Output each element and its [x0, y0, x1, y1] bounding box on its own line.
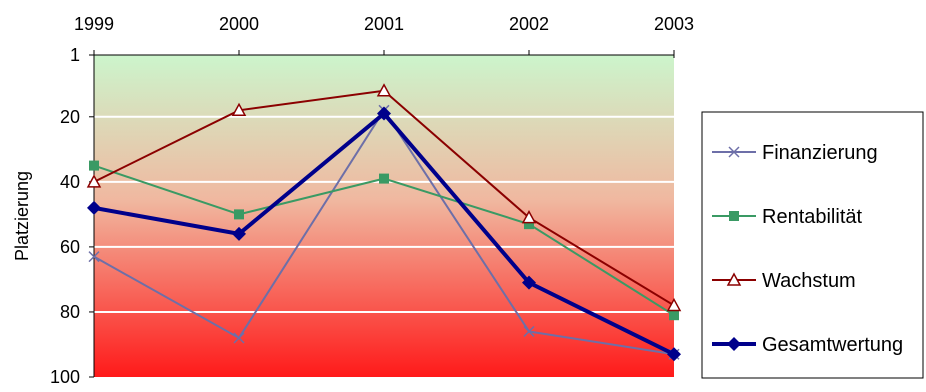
x-tick-labels: 1999 2000 2001 2002 2003 [74, 14, 694, 34]
data-point-rentabilit-t [669, 310, 679, 321]
legend-marker [726, 272, 742, 286]
data-point-gesamtwertung [522, 275, 536, 290]
data-point-gesamtwertung [232, 226, 246, 241]
series-rentabilit-t [89, 160, 679, 321]
data-point-wachstum [666, 297, 682, 312]
y-tick-label: 1 [70, 45, 80, 65]
series-layer [86, 83, 682, 362]
legend-item-finanzierung: Finanzierung [712, 142, 878, 164]
data-point-finanzierung [88, 251, 100, 263]
y-tick-label: 40 [60, 172, 80, 192]
legend-label: Rentabilität [762, 206, 863, 228]
x-tick-label: 2000 [219, 14, 259, 34]
axes [89, 50, 675, 378]
data-point-rentabilit-t [89, 160, 99, 171]
x-tick-label: 1999 [74, 14, 114, 34]
series-wachstum [86, 83, 682, 312]
legend-label: Wachstum [762, 270, 856, 292]
data-point-gesamtwertung [377, 106, 391, 121]
plot-area [94, 55, 674, 377]
data-point-wachstum [376, 83, 392, 97]
data-point-rentabilit-t [379, 173, 389, 184]
legend-item-rentabilit-t: Rentabilität [712, 206, 863, 228]
y-tick-labels: 1 20 40 60 80 100 [50, 45, 80, 387]
y-axis-title: Platzierung [12, 171, 32, 261]
legend: Finanzierung Rentabilität Wachstum Gesamtwe… [701, 111, 924, 379]
legend-marker [728, 146, 740, 158]
x-tick-label: 2003 [654, 14, 694, 34]
legend-item-gesamtwertung: Gesamtwertung [712, 334, 903, 356]
data-point-wachstum [231, 102, 247, 117]
data-point-rentabilit-t [524, 219, 534, 230]
x-tick-label: 2001 [364, 14, 404, 34]
data-point-finanzierung [233, 332, 245, 344]
data-point-gesamtwertung [667, 347, 681, 362]
legend-label: Finanzierung [762, 142, 878, 164]
series-gesamtwertung [87, 106, 681, 362]
data-point-finanzierung [523, 325, 535, 337]
data-point-wachstum [86, 174, 102, 188]
legend-marker [729, 211, 739, 221]
legend-marker [727, 337, 741, 351]
data-point-gesamtwertung [87, 200, 101, 215]
y-tick-label: 100 [50, 367, 80, 387]
y-tick-label: 80 [60, 302, 80, 322]
data-point-rentabilit-t [234, 209, 244, 220]
y-tick-label: 20 [60, 107, 80, 127]
y-tick-label: 60 [60, 237, 80, 257]
x-tick-label: 2002 [509, 14, 549, 34]
data-point-wachstum [521, 210, 537, 224]
legend-label: Gesamtwertung [762, 334, 903, 356]
legend-item-wachstum: Wachstum [712, 270, 856, 292]
